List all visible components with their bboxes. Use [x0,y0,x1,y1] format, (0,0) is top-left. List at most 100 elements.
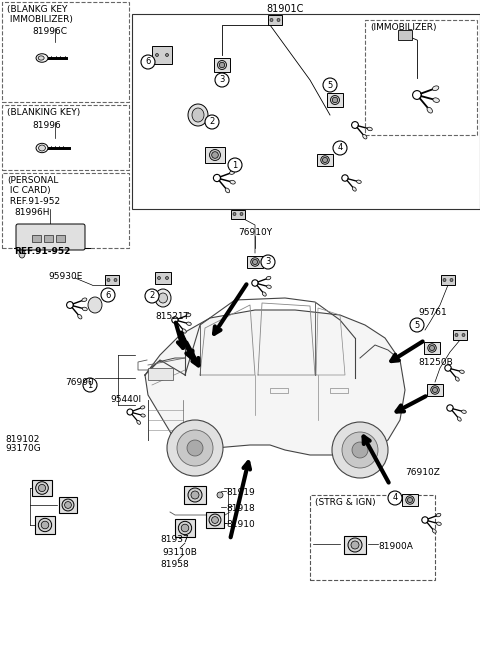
Circle shape [101,288,115,302]
Text: 81996C: 81996C [32,27,67,36]
Bar [427,383,443,396]
Circle shape [212,516,218,524]
Text: 3: 3 [219,76,225,85]
Text: 76910Z: 76910Z [405,468,440,477]
Ellipse shape [266,285,271,288]
Text: 81918: 81918 [226,504,255,513]
Circle shape [233,213,236,216]
Circle shape [408,497,412,503]
Text: 81901C: 81901C [266,4,304,14]
Bar [268,15,282,25]
Circle shape [209,514,221,526]
Text: (BLANKG KEY
 IMMOBILIZER): (BLANKG KEY IMMOBILIZER) [7,5,73,24]
Circle shape [321,156,329,164]
Text: 93110B: 93110B [162,548,197,557]
Circle shape [455,334,458,336]
Text: 93170G: 93170G [5,444,41,453]
Circle shape [332,97,338,103]
Text: 81900A: 81900A [378,542,413,551]
Text: 76910Y: 76910Y [238,228,272,237]
Circle shape [270,18,273,22]
Circle shape [65,501,72,509]
Circle shape [351,541,359,549]
Text: 81958: 81958 [160,560,189,569]
Circle shape [187,440,203,456]
Ellipse shape [459,370,464,374]
Text: 3: 3 [265,258,271,267]
Bar [59,497,77,512]
Circle shape [251,258,259,266]
Circle shape [332,422,388,478]
Circle shape [179,522,192,535]
Circle shape [209,149,220,160]
Text: 1: 1 [232,160,238,170]
Bar [2,173,129,248]
Ellipse shape [266,276,271,280]
Circle shape [181,524,189,532]
Text: 81919: 81919 [226,488,255,497]
Bar [35,516,56,533]
Text: (IMMOBILIZER): (IMMOBILIZER) [370,23,436,32]
Text: 76990: 76990 [65,378,94,387]
Circle shape [348,538,362,552]
Bar [214,58,230,72]
Text: 81937: 81937 [160,535,189,544]
Text: 2: 2 [209,117,215,126]
Ellipse shape [137,421,141,424]
Circle shape [219,63,225,68]
Circle shape [38,484,46,492]
Text: 819102: 819102 [5,435,39,444]
Ellipse shape [158,293,168,303]
Circle shape [166,276,168,280]
Bar [148,368,173,380]
Bar [402,494,418,507]
Text: 81910: 81910 [226,520,255,529]
Ellipse shape [436,522,441,526]
Circle shape [188,488,202,502]
Circle shape [261,255,275,269]
Ellipse shape [357,180,361,183]
Text: 81521T: 81521T [155,312,189,321]
Bar [132,14,480,209]
Bar [56,235,65,242]
Bar [365,20,477,135]
Text: 5: 5 [414,321,420,329]
Text: 2: 2 [149,291,155,301]
Ellipse shape [187,322,191,325]
Bar [152,46,172,64]
Ellipse shape [457,417,461,421]
Ellipse shape [229,171,235,174]
Text: 6: 6 [105,291,111,299]
Circle shape [430,346,434,351]
Ellipse shape [186,314,191,317]
Ellipse shape [19,250,25,258]
Ellipse shape [427,108,432,113]
Ellipse shape [36,53,48,62]
Circle shape [36,482,48,494]
Circle shape [228,158,242,172]
Circle shape [323,78,337,92]
Ellipse shape [367,127,372,131]
Ellipse shape [78,314,82,319]
Circle shape [388,491,402,505]
Circle shape [156,53,158,57]
Ellipse shape [88,297,102,313]
Ellipse shape [141,414,145,417]
Bar [205,147,225,163]
Circle shape [333,141,347,155]
Ellipse shape [432,86,439,91]
Text: 1: 1 [87,381,93,389]
Circle shape [62,499,74,511]
Bar [155,272,171,284]
Text: 5: 5 [327,80,333,89]
Ellipse shape [352,187,356,191]
Ellipse shape [182,329,186,333]
Ellipse shape [462,410,466,413]
Circle shape [428,344,436,352]
Text: 81996: 81996 [32,121,61,130]
Ellipse shape [82,307,87,311]
Bar [32,480,52,496]
Text: 81250B: 81250B [418,358,453,367]
Circle shape [443,278,446,282]
Bar [424,342,440,355]
